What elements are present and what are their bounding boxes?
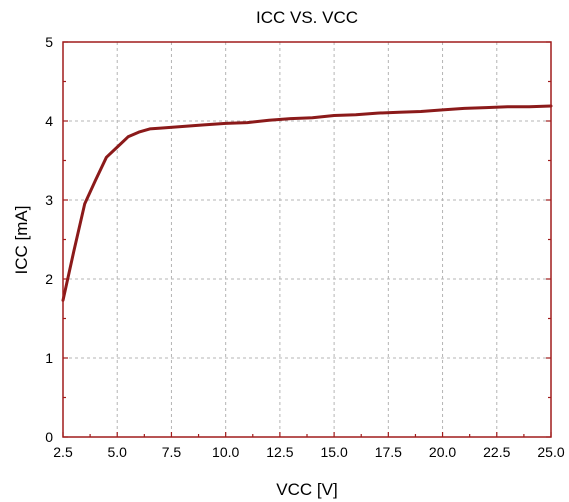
x-tick-label: 2.5 xyxy=(53,444,73,460)
y-tick-label: 3 xyxy=(45,192,53,208)
y-tick-label: 1 xyxy=(45,350,53,366)
x-tick-label: 10.0 xyxy=(212,444,239,460)
series-layer xyxy=(61,104,553,302)
x-tick-label: 20.0 xyxy=(429,444,456,460)
x-tick-label: 12.5 xyxy=(266,444,293,460)
x-tick-label: 15.0 xyxy=(320,444,347,460)
plot-frame xyxy=(62,41,552,438)
tick-layer: 2.5 5.0 7.5 10.0 12.5 15.0 17.5 20.0 22.5 25.0 0 1 2… xyxy=(45,34,565,460)
x-tick-label: 5.0 xyxy=(107,444,127,460)
grid-layer xyxy=(63,42,551,437)
x-tick-label: 22.5 xyxy=(483,444,510,460)
series-line xyxy=(61,104,553,302)
chart-title: ICC VS. VCC xyxy=(256,8,358,27)
y-tick-label: 4 xyxy=(45,113,53,129)
y-tick-label: 0 xyxy=(45,429,53,445)
x-tick-label: 17.5 xyxy=(375,444,402,460)
x-tick-label: 25.0 xyxy=(537,444,564,460)
y-axis-label: ICC [mA] xyxy=(12,206,31,275)
x-tick-label: 7.5 xyxy=(162,444,182,460)
x-axis-label: VCC [V] xyxy=(276,480,337,499)
y-tick-label: 5 xyxy=(45,34,53,50)
y-tick-label: 2 xyxy=(45,271,53,287)
plot-frame-layer xyxy=(62,41,552,438)
